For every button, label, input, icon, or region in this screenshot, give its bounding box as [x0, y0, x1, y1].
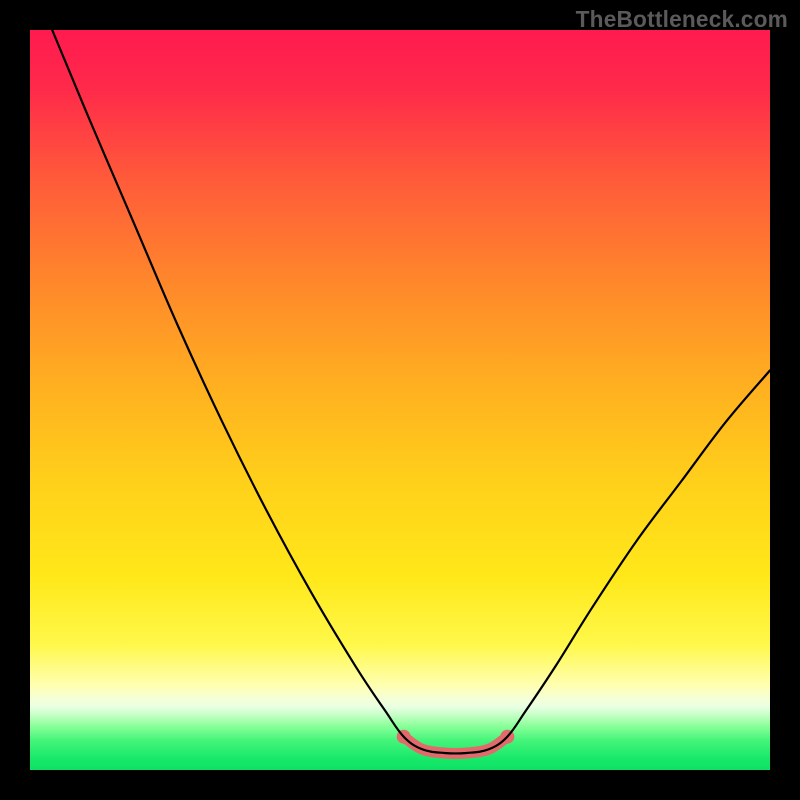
chart-frame: TheBottleneck.com — [0, 0, 800, 800]
bottleneck-curve-chart — [30, 30, 770, 770]
plot-area — [30, 30, 770, 770]
watermark-text: TheBottleneck.com — [576, 6, 788, 33]
gradient-background — [30, 30, 770, 770]
